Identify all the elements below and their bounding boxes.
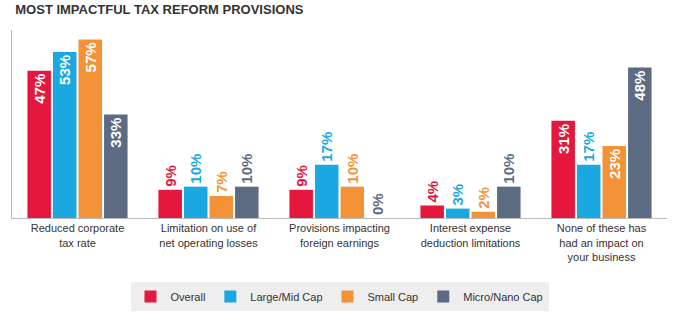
svg-text:10%: 10% [344,154,361,184]
svg-text:10%: 10% [187,154,204,184]
svg-text:Limitation on use ofnet operat: Limitation on use ofnet operating losses [159,222,258,248]
svg-text:Large/Mid Cap: Large/Mid Cap [250,291,322,303]
svg-text:4%: 4% [424,181,441,203]
svg-text:7%: 7% [213,171,230,193]
svg-text:31%: 31% [555,124,572,154]
svg-text:Provisions impactingforeign ea: Provisions impactingforeign earnings [289,222,390,248]
svg-text:2%: 2% [475,187,492,209]
svg-text:Interest expensededuction limi: Interest expensededuction limitations [421,222,521,248]
svg-text:Overall: Overall [171,291,206,303]
svg-text:Reduced corporatetax rate: Reduced corporatetax rate [31,222,125,248]
svg-text:23%: 23% [606,149,623,179]
svg-text:Micro/Nano Cap: Micro/Nano Cap [463,291,542,303]
svg-text:17%: 17% [318,132,335,162]
svg-text:9%: 9% [162,165,179,187]
svg-text:Small Cap: Small Cap [368,291,419,303]
svg-text:0%: 0% [369,193,386,215]
svg-text:53%: 53% [56,55,73,85]
svg-text:9%: 9% [293,165,310,187]
svg-text:17%: 17% [580,132,597,162]
svg-text:57%: 57% [82,42,99,72]
svg-text:47%: 47% [31,74,48,104]
svg-text:10%: 10% [500,154,517,184]
svg-text:10%: 10% [238,154,255,184]
svg-text:48%: 48% [631,71,648,101]
svg-text:MOST IMPACTFUL TAX REFORM PROV: MOST IMPACTFUL TAX REFORM PROVISIONS [15,2,304,17]
svg-text:33%: 33% [107,118,124,148]
svg-text:3%: 3% [449,184,466,206]
svg-text:None of these hashad an impact: None of these hashad an impact onyour bu… [557,222,647,263]
